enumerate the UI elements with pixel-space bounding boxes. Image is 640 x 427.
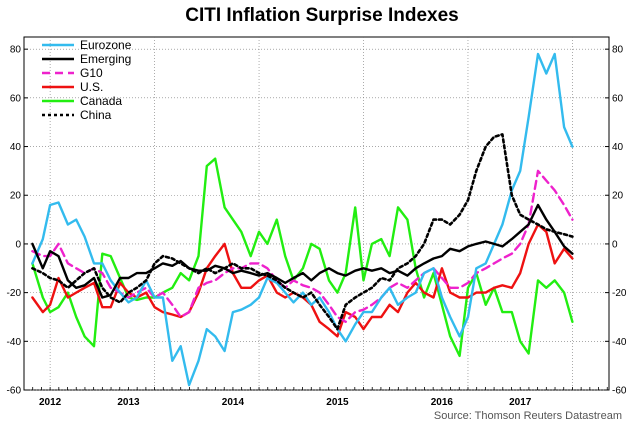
x-tick-label: 2016 — [431, 397, 454, 408]
chart-title: CITI Inflation Surprise Indexes — [185, 5, 458, 26]
y-tick-label-left: 0 — [15, 239, 21, 250]
y-tick-label-right: -40 — [612, 337, 627, 348]
y-tick-label-left: 40 — [10, 142, 22, 153]
series-line-china — [31, 133, 574, 331]
y-tick-label-left: 80 — [10, 45, 22, 56]
source-note: Source: Thomson Reuters Datastream — [434, 410, 622, 422]
y-tick-label-right: 80 — [612, 45, 624, 56]
y-tick-label-right: -20 — [612, 288, 627, 299]
x-tick-label: 2014 — [222, 397, 245, 408]
y-ticks-right: 80 60 40 20 0 -20 -40 -60 — [605, 45, 627, 397]
series-line-emerging — [31, 203, 574, 299]
y-tick-label-right: 40 — [612, 142, 624, 153]
legend-label-u-s: U.S. — [80, 80, 103, 94]
x-tick-label: 2013 — [117, 397, 140, 408]
legend-label-emerging: Emerging — [80, 52, 131, 66]
y-tick-label-right: 0 — [612, 239, 618, 250]
legend-label-china: China — [80, 108, 112, 122]
y-tick-label-left: -60 — [7, 386, 22, 397]
x-tick-label: 2012 — [39, 397, 62, 408]
x-tick-label: 2015 — [326, 397, 349, 408]
y-tick-label-left: -40 — [7, 337, 22, 348]
y-tick-label-right: -60 — [612, 386, 627, 397]
x-tick-label: 2017 — [509, 397, 532, 408]
series-line-eurozone — [31, 52, 574, 387]
legend-label-g10: G10 — [80, 66, 103, 80]
y-tick-label-left: 60 — [10, 93, 22, 104]
legend-label-canada: Canada — [80, 94, 122, 108]
y-tick-label-left: 20 — [10, 191, 22, 202]
legend-label-eurozone: Eurozone — [80, 38, 132, 52]
x-ticks: 2012 2013 2014 2015 2016 2017 — [23, 387, 608, 408]
y-tick-label-right: 20 — [612, 191, 624, 202]
y-tick-label-left: -20 — [7, 288, 22, 299]
plot-frame — [23, 36, 610, 391]
y-tick-label-right: 60 — [612, 93, 624, 104]
series-lines — [31, 52, 574, 387]
gridlines — [24, 37, 609, 391]
y-ticks-left: 80 60 40 20 0 -20 -40 -60 — [7, 45, 28, 397]
